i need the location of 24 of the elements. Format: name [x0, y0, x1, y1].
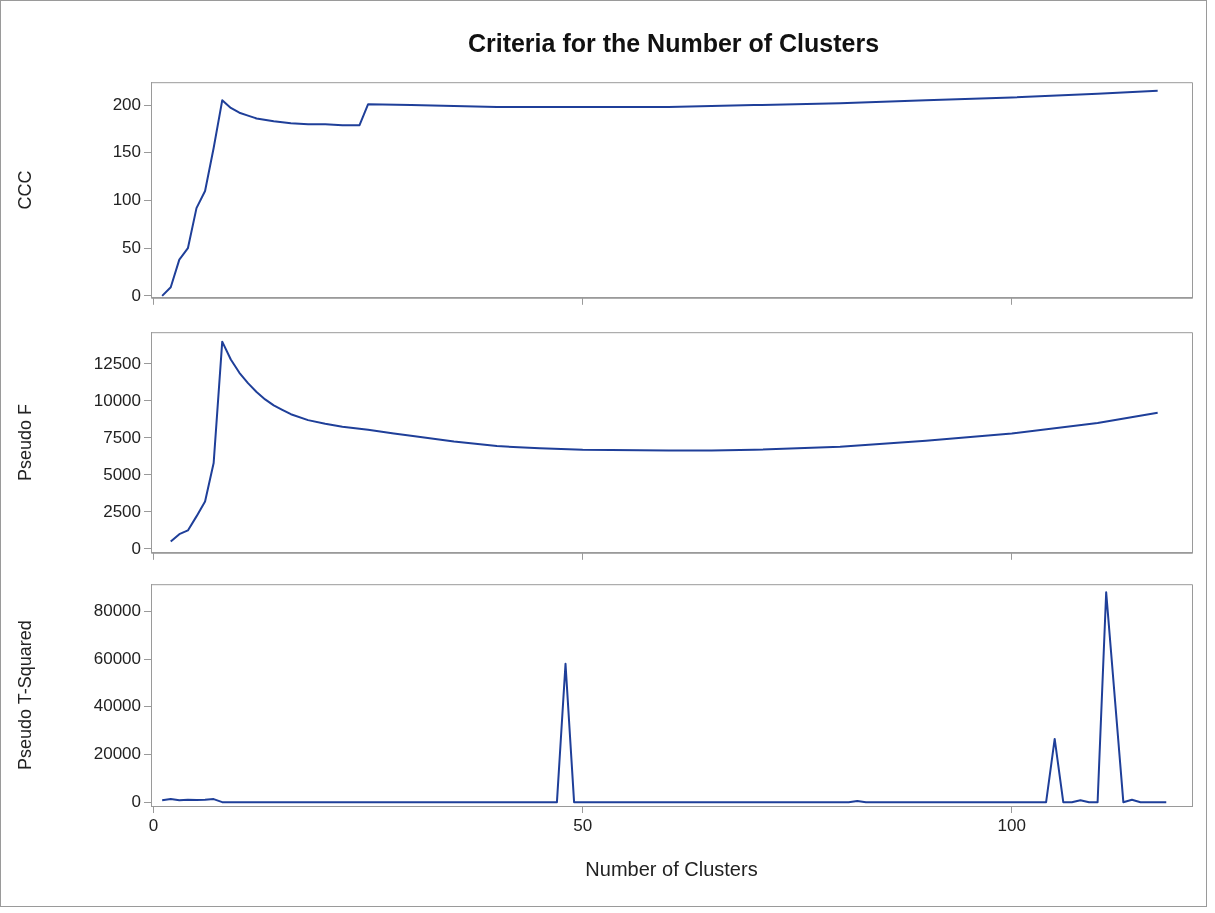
x-axis-title: Number of Clusters [585, 857, 758, 880]
y-tick-label: 0 [131, 285, 141, 305]
y-tick-label: 12500 [93, 353, 141, 373]
y-tick-label: 80000 [93, 601, 141, 621]
y-tick-label: 20000 [93, 744, 141, 764]
x-tick-label: 0 [148, 815, 159, 835]
y-axis-title: CCC [14, 170, 35, 210]
y-axis-title: Pseudo T-Squared [14, 620, 35, 770]
y-tick-label: 200 [112, 94, 141, 114]
y-tick-label: 40000 [93, 696, 141, 716]
y-tick-label: 50 [122, 237, 141, 257]
y-tick-label: 7500 [103, 427, 141, 447]
y-tick-label: 0 [131, 538, 141, 558]
chart-title: Criteria for the Number of Clusters [466, 29, 881, 58]
x-tick-label: 100 [997, 815, 1026, 835]
y-tick-label: 100 [112, 190, 141, 210]
y-tick-label: 150 [112, 142, 141, 162]
y-tick-label: 10000 [93, 390, 141, 410]
y-tick-label: 5000 [103, 464, 141, 484]
y-axis-title: Pseudo F [14, 403, 35, 482]
y-tick-label: 0 [131, 791, 141, 811]
y-tick-label: 2500 [103, 501, 141, 521]
x-tick-label: 50 [573, 815, 593, 835]
y-tick-label: 60000 [93, 648, 141, 668]
